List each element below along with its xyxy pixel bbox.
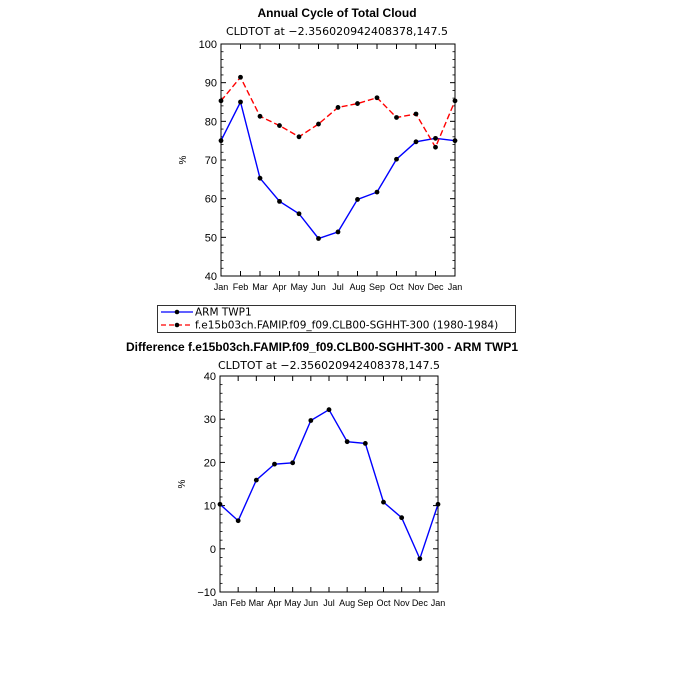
y-tick-label: 50: [205, 232, 217, 244]
y-tick-label: 60: [205, 194, 217, 206]
x-tick-label: Mar: [252, 282, 268, 292]
series-1-point: [335, 105, 341, 110]
legend-label-model: f.e15b03ch.FAMIP.f09_f09.CLB00-SGHHT-300…: [195, 320, 498, 332]
x-tick-label: Feb: [233, 282, 249, 292]
series-0-point: [238, 99, 243, 105]
top-chart-subtitle: CLDTOT at −2.356020942408378,147.5: [226, 25, 448, 38]
series-0-point: [296, 211, 302, 217]
series-line-0: [220, 100, 456, 240]
y-tick-label: 80: [205, 116, 217, 128]
legend-marker-arm: [174, 309, 180, 315]
x-tick-label: Dec: [427, 282, 444, 292]
series-0-point: [290, 460, 296, 466]
y-tick-label: 0: [210, 544, 216, 556]
series-0-point: [381, 499, 386, 505]
x-tick-label: Dec: [412, 598, 429, 608]
y-tick-label: −10: [197, 587, 216, 599]
series-line-1: [220, 75, 456, 149]
legend: ARM TWP1 f.e15b03ch.FAMIP.f09_f09.CLB00-…: [157, 305, 516, 333]
plot-frame: [220, 43, 456, 277]
series-0-point: [335, 229, 341, 235]
y-tick-label: 90: [205, 78, 217, 90]
series-0-point: [277, 198, 282, 204]
series-1-point: [316, 121, 321, 127]
x-tick-label: Aug: [349, 282, 365, 292]
y-tick-label: 40: [205, 271, 217, 283]
bottom-chart-subtitle: CLDTOT at −2.356020942408378,147.5: [218, 359, 440, 372]
series-0-point: [218, 138, 224, 144]
x-tick-label: Jan: [214, 282, 229, 292]
y-tick-label: 40: [204, 371, 216, 383]
x-tick-label: Jan: [431, 598, 446, 608]
series-1-point: [374, 95, 380, 101]
x-tick-label: Jul: [332, 282, 344, 292]
series-0-point: [272, 461, 277, 467]
y-tick-label: 70: [205, 155, 217, 167]
x-tick-label: Aug: [339, 598, 355, 608]
x-tick-label: Sep: [369, 282, 385, 292]
x-tick-label: Sep: [357, 598, 373, 608]
series-0-point: [355, 197, 360, 202]
x-tick-label: Jun: [304, 598, 319, 608]
x-tick-label: Apr: [267, 598, 281, 608]
series-0-point: [413, 139, 419, 145]
series-0-point: [433, 135, 438, 141]
series-1-point: [413, 111, 419, 117]
series-0-point: [257, 175, 263, 181]
series-1-point: [277, 123, 282, 128]
series-0-point: [316, 236, 321, 241]
series-0-point: [452, 138, 458, 144]
x-tick-label: Jan: [448, 282, 463, 292]
series-0-point: [308, 418, 314, 423]
x-tick-label: Feb: [230, 598, 246, 608]
x-tick-label: May: [290, 282, 308, 292]
legend-box: [157, 305, 516, 333]
series-1-point: [257, 113, 263, 119]
x-tick-label: Oct: [389, 282, 404, 292]
y-tick-label: 30: [204, 414, 216, 426]
series-1-point: [355, 101, 360, 106]
x-tick-label: May: [284, 598, 302, 608]
series-0-point: [435, 501, 441, 507]
legend-marker-model: [174, 322, 180, 328]
x-tick-label: Jan: [213, 598, 228, 608]
series-0-point: [394, 156, 399, 162]
series-0-point: [217, 501, 223, 507]
series-1-point: [394, 115, 399, 120]
x-tick-label: Mar: [249, 598, 265, 608]
bottom-chart-title: Difference f.e15b03ch.FAMIP.f09_f09.CLB0…: [126, 340, 518, 354]
x-tick-label: Nov: [394, 598, 411, 608]
series-1-point: [452, 98, 458, 104]
series-0-point: [362, 440, 368, 446]
top-chart: 40 50 60 70 80 90 100 Jan Feb Mar Apr May Jun Jul Aug S…: [178, 39, 462, 292]
series-line-0: [219, 408, 439, 561]
y-tick-label: 10: [204, 501, 216, 513]
series-0-point: [326, 407, 332, 413]
x-tick-label: Oct: [376, 598, 391, 608]
series-0-point: [235, 518, 241, 524]
legend-label-arm: ARM TWP1: [195, 307, 252, 319]
series-0-point: [417, 556, 423, 562]
series-1-point: [433, 144, 438, 150]
series-1-point: [296, 134, 302, 140]
y-axis-label: %: [178, 155, 189, 164]
top-chart-title: Annual Cycle of Total Cloud: [257, 6, 416, 20]
y-tick-label: 20: [204, 457, 216, 469]
y-tick-label: 100: [199, 39, 217, 51]
series-1-point: [238, 74, 243, 80]
x-tick-label: Jul: [323, 598, 335, 608]
series-0-point: [253, 477, 259, 483]
series-0-point: [374, 189, 380, 195]
series-1-point: [218, 98, 224, 104]
x-tick-label: Apr: [272, 282, 286, 292]
series-0-point: [399, 515, 405, 521]
x-tick-label: Nov: [408, 282, 425, 292]
x-tick-label: Jun: [311, 282, 326, 292]
series-0-point: [344, 439, 350, 445]
y-axis-label: %: [177, 479, 188, 488]
